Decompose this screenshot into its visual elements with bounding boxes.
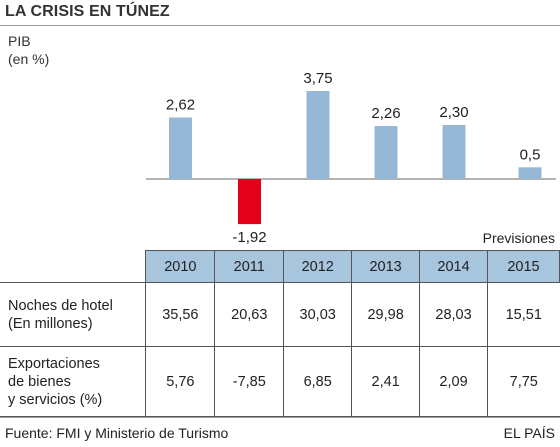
row-label-line: de bienes — [8, 373, 71, 390]
table-cell: 28,03 — [419, 282, 488, 347]
row-label-line: (En millones) — [8, 315, 93, 332]
header-year-2010: 2010 — [145, 250, 216, 283]
table-cell: 29,98 — [351, 282, 420, 347]
publisher-brand: EL PAÍS — [503, 425, 555, 441]
row-label-line: y servicios (%) — [8, 391, 103, 408]
table-row-hotel-nights: Noches de hotel (En millones) 35,56 20,6… — [0, 282, 560, 347]
bar-2011 — [238, 179, 261, 225]
bar-2012 — [306, 91, 330, 179]
y-axis-label-line1: PIB — [8, 33, 31, 49]
row-label-hotel-nights: Noches de hotel (En millones) — [0, 282, 146, 347]
row-label-exports: Exportaciones de bienes y servicios (%) — [0, 346, 146, 417]
table-cell: 20,63 — [214, 282, 284, 347]
source-note: Fuente: FMI y Ministerio de Turismo — [5, 425, 229, 441]
y-axis-label-line2: (en %) — [8, 51, 50, 67]
row-label-line: Noches de hotel — [8, 297, 113, 314]
table-cell: 5,76 — [145, 346, 215, 417]
table-cell: 2,41 — [351, 346, 420, 417]
table-cell: 30,03 — [283, 282, 352, 347]
bar-2014 — [442, 125, 466, 179]
header-year-2014: 2014 — [419, 250, 488, 283]
bar-value-label-2013: 2,26 — [371, 105, 400, 122]
bar-value-label-2015: 0,5 — [520, 146, 541, 163]
header-blank-cell — [0, 250, 147, 283]
footer-divider — [0, 417, 560, 418]
header-year-2013: 2013 — [351, 250, 421, 283]
bar-value-label-2012: 3,75 — [303, 70, 332, 87]
data-table: 2010 2011 2012 2013 2014 2015 Noches de … — [0, 250, 560, 417]
bar-value-label-2010: 2,62 — [166, 97, 195, 114]
table-header-row: 2010 2011 2012 2013 2014 2015 — [0, 250, 560, 283]
table-cell: 15,51 — [487, 282, 560, 347]
table-cell: 6,85 — [283, 346, 352, 417]
bar-value-label-2014: 2,30 — [439, 104, 468, 121]
header-year-2012: 2012 — [283, 250, 353, 283]
bar-2013 — [374, 126, 398, 179]
bar-value-label-2011: -1,92 — [232, 229, 266, 246]
table-cell: 2,09 — [419, 346, 488, 417]
previsiones-label: Previsiones — [482, 230, 555, 246]
bar-chart: 2,62 -1,92 3,75 2,26 2,30 0,5 — [146, 70, 556, 246]
row-label-line: Exportaciones — [8, 355, 100, 372]
header-year-2015: 2015 — [487, 250, 560, 283]
chart-title: LA CRISIS EN TÚNEZ — [5, 3, 170, 20]
table-cell: 7,75 — [487, 346, 560, 417]
table-row-exports: Exportaciones de bienes y servicios (%) … — [0, 346, 560, 417]
title-divider — [0, 25, 560, 26]
header-year-2011: 2011 — [214, 250, 285, 283]
table-cell: -7,85 — [214, 346, 284, 417]
bar-2010 — [169, 117, 192, 179]
bars-group: 2,62 -1,92 3,75 2,26 2,30 0,5 — [166, 70, 542, 246]
y-axis-label: PIB (en %) — [8, 32, 49, 68]
bar-2015 — [518, 167, 542, 179]
table-cell: 35,56 — [145, 282, 215, 347]
